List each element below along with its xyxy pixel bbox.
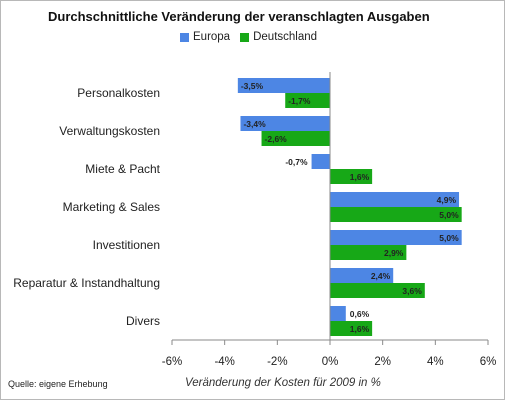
x-tick-label: 0% [322,356,339,368]
category-label: Investitionen [93,238,160,252]
chart-title: Durchschnittliche Veränderung der verans… [48,9,430,24]
bar-deutschland [330,321,373,336]
bar-europa [240,116,330,131]
legend-item-deutschland: Deutschland [240,31,317,43]
data-label: 3,6% [402,286,422,296]
bar-deutschland [330,207,462,222]
category-label: Miete & Pacht [85,162,160,176]
legend-item-europa: Europa [180,31,230,43]
legend-label-deutschland: Deutschland [253,31,318,43]
data-label: 5,0% [439,210,459,220]
x-tick-label: 6% [480,356,497,368]
bar-europa [330,306,346,321]
data-label: 2,4% [371,271,391,281]
bar-europa [330,230,462,245]
category-label: Marketing & Sales [63,200,160,214]
x-tick-label: 4% [427,356,444,368]
data-label: 1,6% [350,324,370,334]
data-label: -1,7% [288,96,311,106]
bar-deutschland [285,93,330,108]
data-label: 0,6% [350,309,370,319]
x-tick-label: 2% [374,356,391,368]
data-label: -3,4% [243,119,266,129]
category-label: Personalkosten [77,86,160,100]
data-label: -0,7% [285,157,308,167]
bar-deutschland [330,245,407,260]
x-tick-label: -4% [214,356,234,368]
bar-europa [311,154,330,169]
source-note: Quelle: eigene Erhebung [8,379,108,389]
chart-legend: Europa Deutschland [180,31,317,43]
data-label: 2,9% [384,248,404,258]
data-label: -2,6% [265,134,288,144]
category-label: Verwaltungskosten [59,124,160,138]
data-label: 4,9% [437,195,457,205]
data-label: 1,6% [350,172,370,182]
bar-europa [237,78,330,93]
x-tick-label: -2% [267,356,287,368]
legend-label-europa: Europa [193,31,231,43]
bar-europa [330,268,394,283]
bar-deutschland [330,283,425,298]
x-axis-label: Veränderung der Kosten für 2009 in % [185,377,381,389]
bar-deutschland [261,131,330,146]
category-label: Divers [126,314,160,328]
bar-deutschland [330,169,373,184]
legend-swatch-deutschland [240,32,250,42]
data-label: -3,5% [241,81,264,91]
bar-europa [330,192,460,207]
data-label: 5,0% [439,233,459,243]
x-tick-label: -6% [162,356,182,368]
legend-swatch-europa [180,32,189,42]
category-label: Reparatur & Instandhaltung [13,276,160,290]
